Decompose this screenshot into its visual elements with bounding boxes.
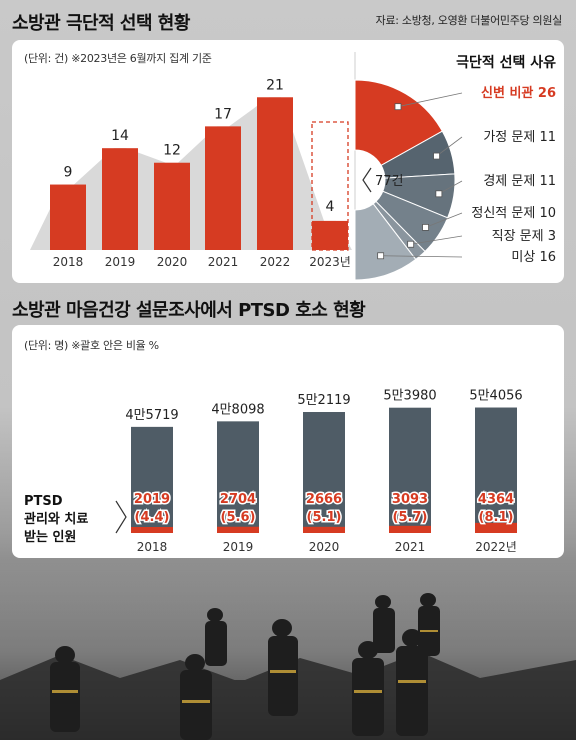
bar1-value-label: 4: [326, 199, 335, 215]
pie-leader-marker: [407, 240, 415, 248]
bar1-category-label: 2023년: [309, 255, 351, 269]
ptsd-treated-label: 2666: [306, 492, 342, 507]
bar1-category-label: 2020: [157, 255, 188, 269]
pie-leader-marker: [377, 252, 385, 260]
suicide-panel: (단위: 건) ※2023년은 6월까지 집계 기준 9 2018 14 2019 12…: [12, 40, 564, 283]
pie-leader-line: [438, 180, 463, 195]
ptsd-total-bar: [475, 407, 517, 533]
pie-slice-label: 직장 문제 3: [492, 229, 556, 244]
bar1-bar: [154, 162, 190, 250]
source-credit: 자료: 소방청, 오영환 더불어민주당 의원실: [375, 14, 563, 27]
pie-leader-marker: [435, 190, 443, 198]
section-title-suicide: 소방관 극단적 선택 현황: [12, 13, 190, 34]
pie-total-label: 77건: [375, 174, 404, 189]
pie-leader-marker: [433, 152, 440, 160]
bar1-unit-note: (단위: 건) ※2023년은 6월까지 집계 기준: [24, 52, 212, 65]
pie-slice-label: 경제 문제 11: [483, 174, 556, 189]
bar1-bar: [102, 148, 138, 250]
bar1-value-label: 17: [214, 106, 232, 122]
pie-slice-label: 신변 비관 26: [481, 85, 556, 101]
ptsd-category-label: 2022년: [475, 540, 517, 554]
pie-leader-line: [436, 136, 463, 157]
pie-slice-label: 미상 16: [511, 250, 556, 265]
ptsd-percent-label: (5.6): [221, 510, 256, 525]
pie-leader-line: [380, 255, 463, 258]
section-title-ptsd: 소방관 마음건강 설문조사에서 PTSD 호소 현황: [12, 300, 366, 321]
ptsd-panel: (단위: 명) ※괄호 안은 비율 % 4만5719 2019 (4.4) 2018 4…: [12, 325, 564, 558]
ptsd-bar-chart: 4만5719 2019 (4.4) 2018 4만8098 2704 (5.6) 2019 5만…: [24, 389, 523, 554]
bar1-value-label: 9: [64, 165, 73, 181]
ptsd-percent-label: (8.1): [479, 510, 514, 525]
ptsd-total-bar: [217, 421, 259, 533]
bar1-category-label: 2021: [208, 255, 239, 269]
ptsd-category-label: 2021: [395, 540, 426, 554]
pie-slice: [354, 79, 443, 167]
pie-total-bracket: [362, 167, 372, 193]
ptsd-treated-label: 2019: [134, 492, 170, 507]
bar1-category-label: 2018: [53, 255, 84, 269]
ptsd-total-bar: [303, 412, 345, 533]
bar1-category-label: 2022: [260, 255, 291, 269]
bar1-value-label: 14: [111, 128, 129, 144]
ptsd-legend-line: 받는 인원: [24, 529, 76, 545]
ptsd-treated-bar: [389, 525, 431, 533]
ptsd-treated-label: 3093: [392, 492, 428, 507]
ptsd-total-label: 4만5719: [125, 408, 178, 423]
ptsd-total-bar: [131, 426, 173, 533]
ptsd-treated-label: 4364: [478, 492, 514, 507]
bar1-category-label: 2019: [105, 255, 136, 269]
ptsd-total-label: 4만8098: [211, 402, 264, 417]
ptsd-treated-bar: [475, 522, 517, 533]
ptsd-percent-label: (5.1): [307, 510, 342, 525]
pie-leader-marker: [394, 103, 402, 111]
ptsd-category-label: 2020: [309, 540, 340, 554]
ptsd-treated-bar: [303, 526, 345, 533]
bar1-bar: [312, 220, 348, 250]
ptsd-legend-line: 관리와 치료: [24, 511, 88, 527]
pie-slice-label: 정신적 문제 10: [471, 206, 556, 221]
pie-leader-marker: [422, 224, 429, 231]
bar1-bar: [50, 184, 86, 250]
suicide-bar-chart: 9 2018 14 2019 12 2020 17 2021 21 2022 4 2023년 신변 비관…: [30, 52, 556, 281]
ptsd-percent-label: (5.7): [393, 510, 428, 525]
ptsd-legend-line: PTSD: [24, 494, 63, 509]
firefighters-scene-image: [0, 560, 576, 740]
bar1-bar: [257, 97, 293, 250]
ptsd-treated-bar: [217, 526, 259, 533]
pie-leader-line: [425, 212, 463, 228]
bar1-value-label: 12: [163, 143, 181, 159]
ptsd-total-bar: [389, 407, 431, 533]
ptsd-legend-bracket: [115, 500, 127, 534]
ptsd-treated-label: 2704: [220, 492, 256, 507]
bar1-bar: [205, 126, 241, 250]
ptsd-total-label: 5만3980: [383, 389, 436, 404]
ptsd-category-label: 2019: [223, 540, 254, 554]
pie-slice: [354, 203, 417, 281]
bar2-unit-note: (단위: 명) ※괄호 안은 비율 %: [24, 339, 159, 352]
ptsd-total-label: 5만4056: [469, 389, 522, 404]
pie-title: 극단적 선택 사유: [456, 54, 556, 71]
ptsd-treated-bar: [131, 527, 173, 533]
bar1-value-label: 21: [266, 77, 284, 93]
ptsd-total-label: 5만2119: [297, 393, 350, 408]
pie-leader-line: [397, 92, 463, 108]
pie-slice-label: 가정 문제 11: [483, 130, 556, 145]
ptsd-category-label: 2018: [137, 540, 168, 554]
ptsd-percent-label: (4.4): [135, 510, 170, 525]
pie-leader-line: [410, 235, 463, 245]
